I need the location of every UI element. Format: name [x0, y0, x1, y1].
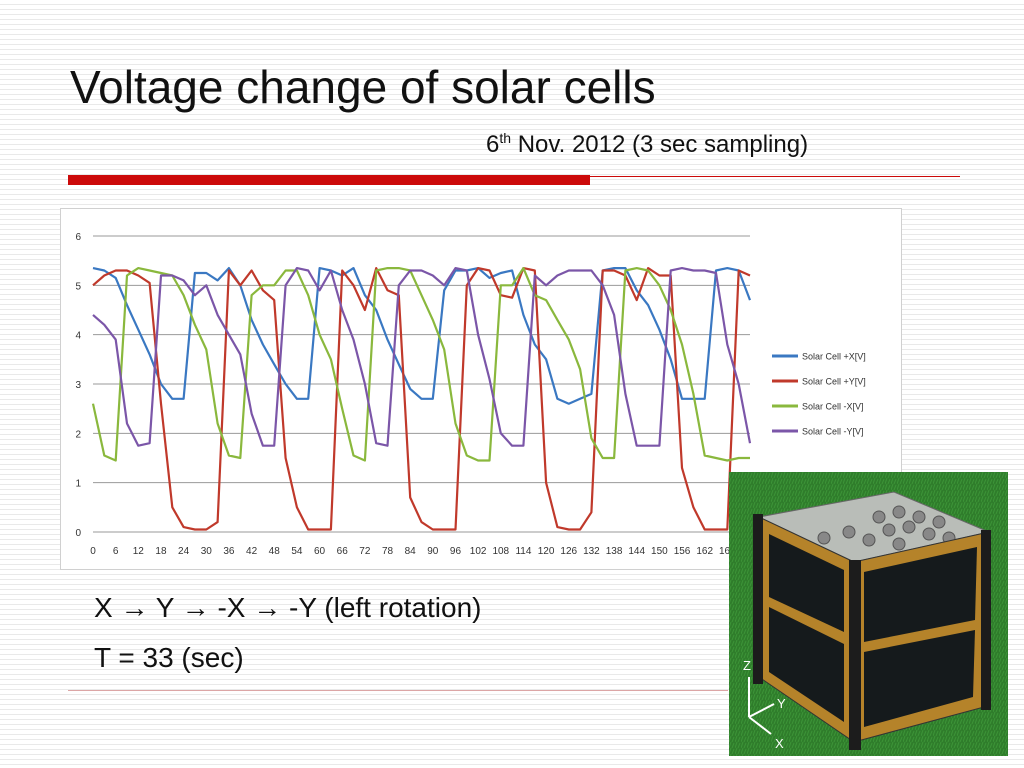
solar-panel-left-bottom [769, 607, 844, 722]
x-tick-label: 78 [382, 546, 394, 557]
x-tick-label: 60 [314, 546, 326, 557]
series-line-4 [92, 266, 752, 447]
x-tick-label: 90 [427, 546, 439, 557]
x-tick-label: 168 [719, 546, 736, 557]
solar-panel-left-top [769, 534, 844, 632]
x-tick-label: 12 [133, 546, 145, 557]
x-tick-label: 126 [560, 546, 577, 557]
cubesat-illustration: Z Y X [729, 472, 1008, 756]
y-tick-label: 4 [75, 331, 81, 342]
bullet-rotation: X → Y → -X → -Y (left rotation) [94, 592, 482, 623]
footer-divider [68, 690, 728, 691]
y-tick-label: 6 [75, 232, 81, 243]
x-tick-label: 30 [201, 546, 213, 557]
slide-title: Voltage change of solar cells [70, 61, 656, 113]
legend-label-3: Solar Cell -X[V] [802, 402, 864, 412]
series-line-3 [91, 266, 750, 462]
legend-label-4: Solar Cell -Y[V] [802, 427, 864, 437]
voltage-chart: 0 1 2 3 4 5 6 0 6 12 18 24 30 36 42 48 54 60 66 72 78 84 90 96 1… [60, 208, 902, 570]
axis-label-x: X [775, 736, 784, 751]
x-tick-label: 138 [606, 546, 623, 557]
x-tick-label: 114 [515, 546, 531, 557]
x-tick-label: 18 [155, 546, 167, 557]
slide-subtitle: 6th Nov. 2012 (3 sec sampling) [486, 130, 808, 159]
rail-left [753, 514, 763, 684]
series-line-1 [92, 266, 752, 405]
x-tick-label: 156 [674, 546, 691, 557]
x-tick-label: 150 [651, 546, 668, 557]
y-tick-label: 0 [75, 528, 81, 539]
axis-label-z: Z [743, 658, 751, 673]
x-tick-label: 102 [470, 546, 487, 557]
bullet-period: T = 33 (sec) [94, 642, 244, 673]
x-tick-label: 132 [583, 546, 600, 557]
rail-right [981, 530, 991, 710]
x-tick-label: 42 [246, 546, 258, 557]
title-underline-line [590, 176, 960, 177]
axis-label-y: Y [777, 696, 786, 711]
x-tick-label: 24 [178, 546, 190, 557]
x-tick-label: 84 [405, 546, 417, 557]
solar-panel-right-bottom [864, 630, 975, 727]
x-tick-label: 36 [223, 546, 235, 557]
x-tick-label: 108 [492, 546, 509, 557]
cubesat-photo: Z Y X [729, 472, 1008, 756]
subtitle-ordinal: th [499, 130, 512, 146]
subtitle-text: Nov. 2012 (3 sec sampling) [511, 131, 809, 158]
y-tick-label: 2 [75, 429, 81, 440]
y-tick-label: 1 [75, 479, 81, 490]
x-tick-label: 66 [337, 546, 349, 557]
rail-front [849, 560, 861, 750]
x-tick-label: 6 [113, 546, 119, 557]
legend-label-2: Solar Cell +Y[V] [802, 377, 866, 387]
subtitle-day: 6 [486, 131, 500, 158]
axis-indicator [748, 677, 775, 735]
x-tick-label: 162 [696, 546, 713, 557]
title-underline-bar [68, 175, 590, 185]
solar-panel-right-top [864, 547, 977, 642]
x-tick-label: 0 [90, 546, 96, 557]
y-tick-label: 5 [75, 281, 81, 292]
legend-label-1: Solar Cell +X[V] [802, 352, 866, 362]
x-tick-label: 120 [538, 546, 555, 557]
x-tick-label: 72 [359, 546, 371, 557]
x-tick-label: 144 [628, 546, 645, 557]
x-tick-label: 96 [450, 546, 462, 557]
x-tick-label: 54 [291, 546, 303, 557]
x-tick-label: 48 [269, 546, 281, 557]
antenna-array [817, 505, 956, 551]
series-line-2 [92, 266, 751, 531]
y-tick-label: 3 [75, 380, 81, 391]
